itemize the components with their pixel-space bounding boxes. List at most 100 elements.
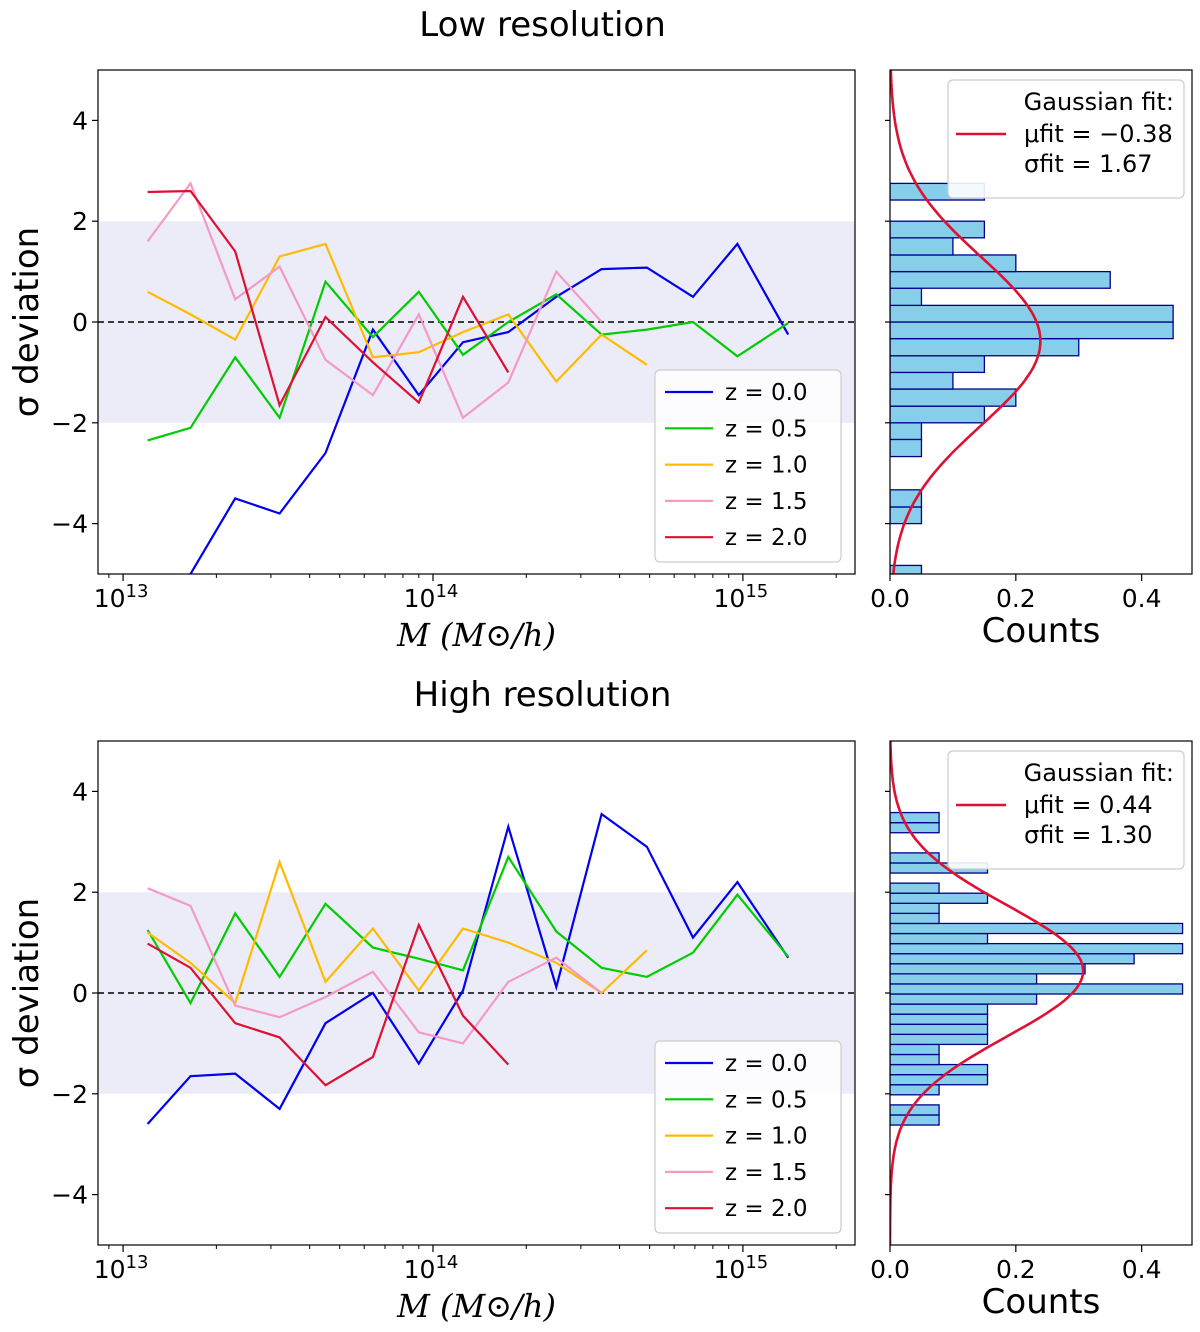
histogram-bar [890,993,1038,1005]
histogram-bar [890,852,940,864]
x-axis-label: Counts [982,611,1101,651]
histogram-bar [890,1033,989,1046]
histogram-bar [890,1003,989,1015]
histogram-bar [890,355,986,374]
histogram-bar [890,882,940,894]
legend-label: z = 0.0 [725,380,808,406]
x-tick-label: 1013 [94,1252,149,1284]
y-tick-label: 4 [72,106,88,135]
histogram-bar [890,1114,940,1126]
legend-label: z = 0.5 [725,1087,808,1113]
series-line-z10 [146,858,648,1006]
fit-legend-box [947,750,1185,870]
fit-legend-box [947,79,1185,199]
x-tick-label: 0.0 [870,1255,910,1284]
histogram-bar [890,983,1184,995]
x-tick-label: 0.0 [870,584,910,613]
histogram-bar [890,892,989,904]
histogram-bar [890,287,923,307]
histogram-bar [890,337,1080,357]
y-tick-label: 4 [72,777,88,806]
fit-sigma-label: σfit = 1.30 [1024,821,1153,849]
histogram-bar [890,564,923,574]
histogram-bar [890,371,954,390]
series-line-z00 [146,812,790,1125]
chart-title: Low resolution [419,5,666,45]
y-tick-label: 0 [72,308,88,337]
legend-label: z = 1.5 [725,1160,808,1186]
series-line-z00 [189,241,790,574]
y-tick-label: −2 [51,1080,88,1109]
legend-label: z = 2.0 [725,1196,808,1222]
x-tick-base: 10 [714,584,746,613]
series-line-z15 [146,181,603,420]
y-axis-label: σ deviation [7,227,47,417]
histogram-bar [890,1053,940,1066]
y-axis-label: σ deviation [7,898,47,1088]
x-axis-label: M (M⊙/h) [396,616,556,654]
x-axis-label: Counts [982,1282,1101,1322]
series-line-z05 [146,854,790,1006]
histogram-bar [890,220,986,239]
series-group [146,812,790,1125]
gaussian-fit-curve [890,741,1085,1245]
series-line-z05 [147,279,789,442]
x-tick-label: 0.4 [1122,1255,1162,1284]
x-tick-exponent: 15 [745,1252,768,1273]
histogram-group [890,70,1174,574]
x-tick-base: 10 [404,1255,436,1284]
histogram-bar [890,932,989,945]
legend-label: z = 2.0 [725,525,808,551]
histogram-bar [890,1023,989,1035]
x-tick-exponent: 14 [435,1252,458,1273]
legend: z = 0.0 z = 0.5 z = 1.0 z = 1.5 z = 2.0 [654,1040,842,1234]
histogram-bar [890,1063,989,1076]
x-tick-label: 0.2 [996,584,1036,613]
x-tick-label: 1015 [714,1252,769,1284]
histogram-bar [890,1013,989,1025]
y-tick-label: 2 [72,207,88,236]
series-line-z20 [147,922,510,1087]
histogram-bar [890,821,940,834]
x-tick-exponent: 13 [126,1252,149,1273]
histogram-bar [890,254,1017,273]
histogram-bar [890,922,1184,935]
legend-label: z = 0.5 [725,416,808,442]
fit-mu-label: μfit = −0.38 [1024,120,1173,148]
y-tick-label: 0 [72,979,88,1008]
x-tick-base: 10 [94,584,126,613]
x-tick-label: 0.4 [1122,584,1162,613]
high-res-histogram-panel: 0.0 0.2 0.4 Counts Gaussian fit: μfit = 0.44σ… [870,740,1193,1322]
chart-title: High resolution [414,675,672,715]
x-tick-base: 10 [714,1255,746,1284]
histogram-bar [890,1043,940,1056]
y-tick-label: 2 [72,878,88,907]
legend-label: z = 0.0 [725,1051,808,1077]
y-tick-label: −4 [51,1181,88,1210]
fit-title: Gaussian fit: [1024,759,1174,787]
legend: z = 0.0 z = 0.5 z = 1.0 z = 1.5 z = 2.0 [654,369,842,563]
x-tick-label: 1014 [404,581,459,613]
gaussian-fit-curve [890,70,1042,574]
histogram-bar [890,963,1086,975]
x-tick-exponent: 15 [745,581,768,602]
histogram-bar [890,438,923,458]
histogram-bar [890,405,986,424]
x-tick-base: 10 [404,584,436,613]
x-tick-label: 1014 [404,1252,459,1284]
fit-sigma-label: σfit = 1.67 [1024,150,1153,178]
histogram-bar [890,388,1017,407]
x-tick-exponent: 14 [435,581,458,602]
histogram-bar [890,1104,940,1116]
x-tick-label: 1015 [714,581,769,613]
histogram-bar [890,912,940,925]
legend-box [654,369,842,563]
legend-label: z = 1.5 [725,489,808,515]
legend-box [654,1040,842,1234]
series-line-z15 [147,887,603,1045]
